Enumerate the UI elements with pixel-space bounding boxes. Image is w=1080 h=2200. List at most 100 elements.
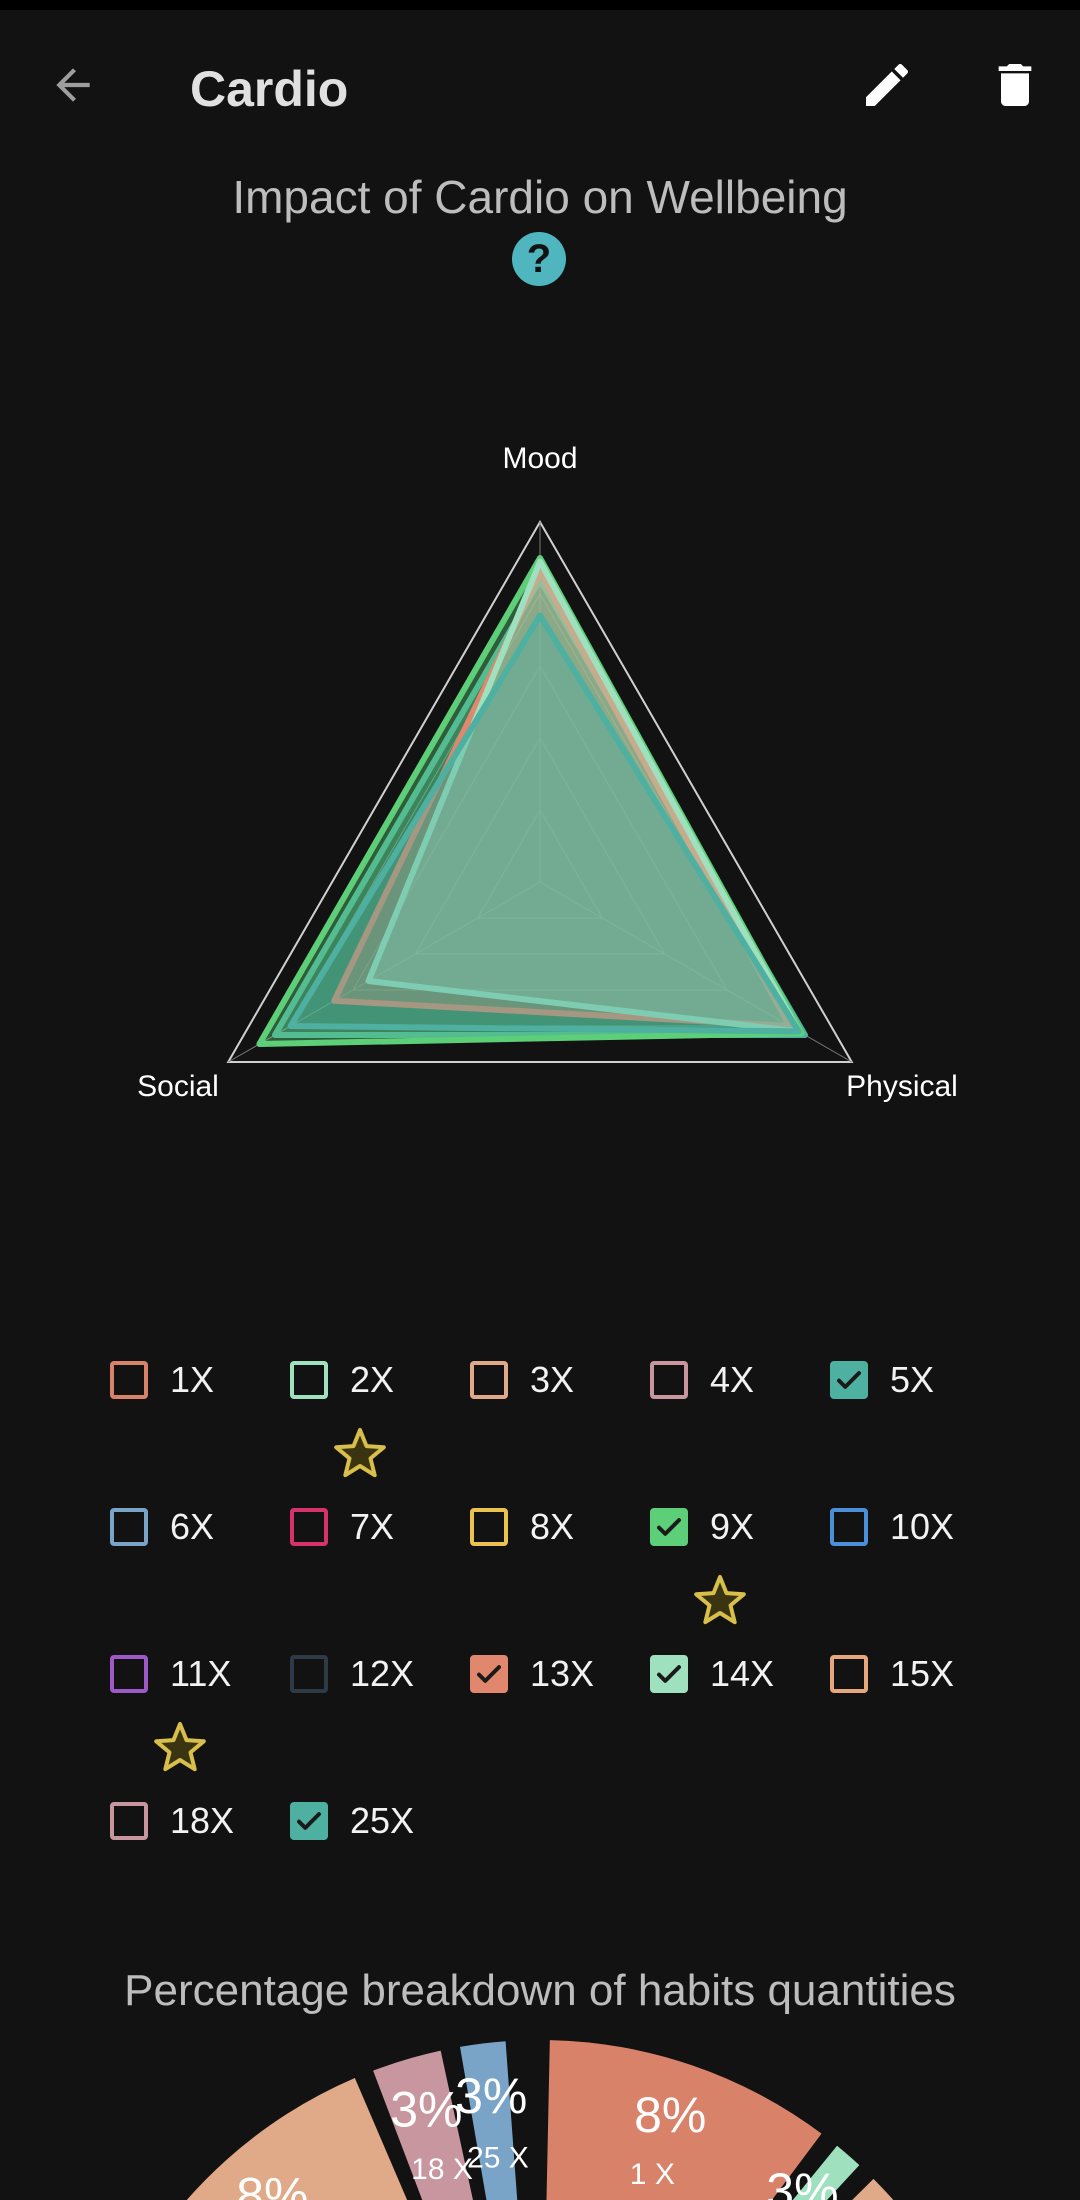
legend-checkbox[interactable] <box>470 1361 508 1399</box>
page-title: Cardio <box>190 61 349 117</box>
legend-item-7X[interactable]: 7X <box>290 1497 394 1557</box>
legend-checkbox[interactable] <box>110 1361 148 1399</box>
check-icon <box>477 1665 501 1683</box>
radar-series-25X <box>287 612 802 1035</box>
legend-item-13X[interactable]: 13X <box>470 1644 594 1704</box>
legend-label: 1X <box>170 1359 215 1400</box>
legend-label: 13X <box>530 1653 595 1694</box>
donut-slice-label: 1 X <box>630 2158 675 2191</box>
legend-item-1X[interactable]: 1X <box>110 1350 214 1410</box>
legend-label: 18X <box>170 1800 235 1841</box>
trash-icon <box>998 64 1032 106</box>
pencil-icon <box>866 63 909 106</box>
legend-label: 3X <box>530 1359 575 1400</box>
legend-item-6X[interactable]: 6X <box>110 1497 214 1557</box>
legend-checkbox[interactable] <box>650 1361 688 1399</box>
legend-item-11X[interactable]: 11X <box>110 1644 231 1704</box>
legend-label: 15X <box>890 1653 955 1694</box>
legend-label: 10X <box>890 1506 955 1547</box>
legend-label: 9X <box>710 1506 755 1547</box>
check-icon <box>657 1665 681 1683</box>
legend-item-3X[interactable]: 3X <box>470 1350 574 1410</box>
legend-checkbox[interactable] <box>290 1655 328 1693</box>
legend-label: 5X <box>890 1359 935 1400</box>
donut-slice <box>186 2078 408 2200</box>
legend-label: 4X <box>710 1359 755 1400</box>
axis-label-mood: Mood <box>502 442 577 475</box>
legend-item-12X[interactable]: 12X <box>290 1644 414 1704</box>
legend-label: 25X <box>350 1800 415 1841</box>
help-button[interactable]: ? <box>512 232 566 286</box>
legend-label: 12X <box>350 1653 415 1694</box>
legend-item-2X[interactable]: 2X <box>290 1350 394 1410</box>
star-icon <box>694 1575 746 1625</box>
legend-checkbox[interactable] <box>110 1655 148 1693</box>
legend-item-5X[interactable]: 5X <box>830 1350 934 1410</box>
delete-button[interactable] <box>980 50 1050 120</box>
radar-series-group <box>256 555 809 1047</box>
legend-checkbox[interactable] <box>110 1508 148 1546</box>
legend-item-15X[interactable]: 15X <box>830 1644 954 1704</box>
donut-slice-percent: 3% <box>766 2163 838 2200</box>
legend-item-9X[interactable]: 9X <box>650 1497 754 1557</box>
legend-label: 6X <box>170 1506 215 1547</box>
arrow-left-icon <box>56 68 90 102</box>
check-icon <box>837 1371 861 1389</box>
axis-label-social: Social <box>137 1070 219 1103</box>
donut-slice-percent: 3% <box>455 2068 527 2124</box>
legend-item-10X[interactable]: 10X <box>830 1497 954 1557</box>
donut-slice <box>373 2050 473 2200</box>
status-bar <box>0 0 1080 10</box>
radar-grid-ring <box>226 520 854 1063</box>
breakdown-donut-chart: 8%1 X 3%8%3%18 X3%25 X <box>186 2040 894 2200</box>
edit-button[interactable] <box>852 50 922 120</box>
legend-item-25X[interactable]: 25X <box>290 1791 414 1851</box>
check-icon <box>657 1518 681 1536</box>
donut-slice <box>546 2040 822 2200</box>
donut-slice-label: 25 X <box>467 2142 529 2175</box>
legend-checkbox[interactable] <box>830 1508 868 1546</box>
top-app-bar: Cardio <box>0 10 1080 160</box>
donut-slice <box>792 2145 860 2200</box>
donut-slice <box>852 2178 894 2200</box>
question-icon: ? <box>526 236 552 281</box>
legend-checkbox[interactable] <box>290 1361 328 1399</box>
legend-checkbox[interactable] <box>650 1655 688 1693</box>
legend-item-8X[interactable]: 8X <box>470 1497 574 1557</box>
legend-label: 11X <box>170 1653 232 1694</box>
legend-item-14X[interactable]: 14X <box>650 1644 774 1704</box>
legend-checkbox[interactable] <box>290 1508 328 1546</box>
legend-checkbox[interactable] <box>830 1655 868 1693</box>
check-icon <box>297 1812 321 1830</box>
legend-item-4X[interactable]: 4X <box>650 1350 754 1410</box>
legend-label: 14X <box>710 1653 775 1694</box>
legend-checkbox[interactable] <box>470 1508 508 1546</box>
radar-chart: Mood Social Physical <box>137 442 958 1103</box>
star-icon <box>334 1428 386 1478</box>
radar-grid-ring <box>352 664 728 991</box>
back-button[interactable] <box>38 50 108 120</box>
radar-series-14X <box>365 558 802 1035</box>
legend-checkbox[interactable] <box>290 1802 328 1840</box>
breakdown-title: Percentage breakdown of habits quantitie… <box>124 1966 956 2015</box>
legend-label: 7X <box>350 1506 395 1547</box>
donut-slices: 8%1 X 3%8%3%18 X3%25 X <box>186 2040 894 2200</box>
axis-label-physical: Physical <box>846 1070 958 1103</box>
legend-checkbox[interactable] <box>650 1508 688 1546</box>
donut-slice-percent: 8% <box>634 2087 706 2143</box>
donut-slice-percent: 3% <box>390 2081 462 2137</box>
legend-label: 2X <box>350 1359 395 1400</box>
donut-slice-percent: 8% <box>236 2168 308 2200</box>
donut-slice-label: 18 X <box>411 2153 473 2186</box>
radar-title: Impact of Cardio on Wellbeing <box>232 171 848 223</box>
legend-checkbox[interactable] <box>830 1361 868 1399</box>
radar-grid-ring <box>476 808 604 919</box>
legend-item-18X[interactable]: 18X <box>110 1791 234 1851</box>
legend-checkbox[interactable] <box>110 1802 148 1840</box>
legend-label: 8X <box>530 1506 575 1547</box>
legend-checkbox[interactable] <box>470 1655 508 1693</box>
radar-grid <box>226 520 854 1063</box>
radar-grid-ring <box>414 736 666 955</box>
donut-slice <box>460 2041 518 2200</box>
star-icon <box>154 1722 206 1772</box>
